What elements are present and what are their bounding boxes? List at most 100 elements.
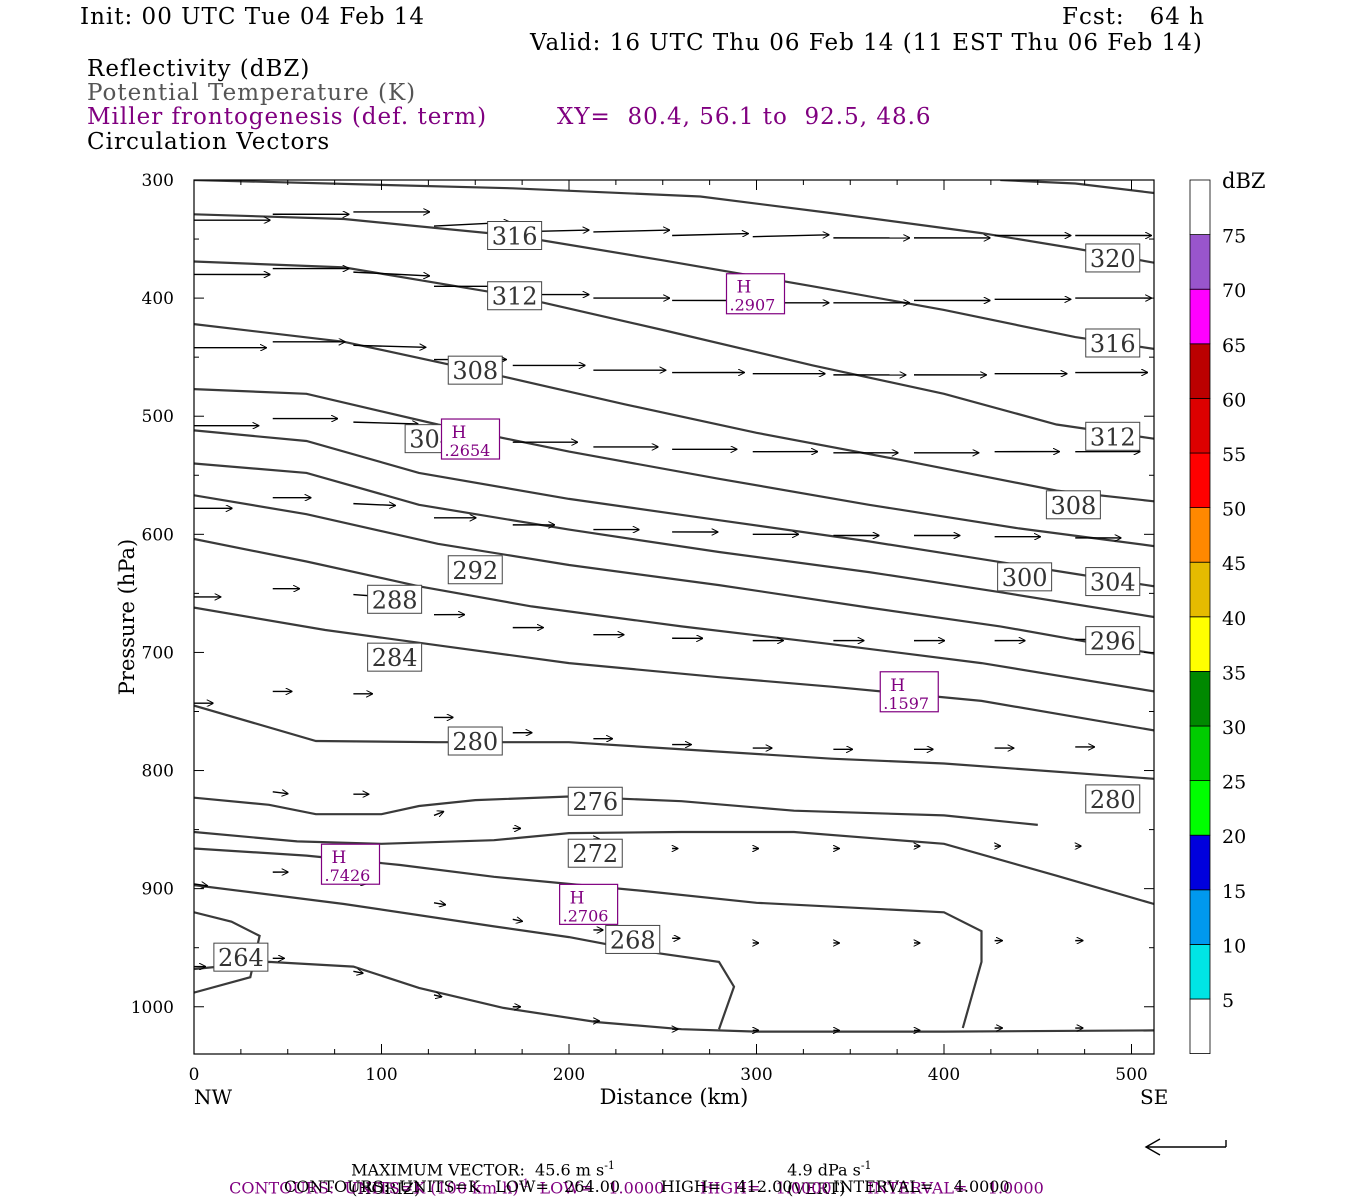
contour-label: 264 xyxy=(218,944,264,972)
contours-theta-info: CONTOURS: UNITS=K LOW= 264.00 HIGH= 412.… xyxy=(284,1177,1010,1196)
contour-label: 316 xyxy=(492,223,538,251)
contour-label: 280 xyxy=(452,728,498,756)
contour-label-box xyxy=(1085,784,1141,814)
contour-label-box xyxy=(1085,328,1141,358)
contours-frontogenesis-info: CONTOURS: UNITS=K (100 km h)-1 LOW= 1.00… xyxy=(219,1158,1044,1197)
y-tick-label: 700 xyxy=(142,643,174,663)
frontogenesis-max-value: .2654 xyxy=(445,441,491,460)
isentrope-312 xyxy=(194,260,1154,440)
init-time: Init: 00 UTC Tue 04 Feb 14 xyxy=(80,4,426,30)
contour-label-box xyxy=(213,942,269,972)
x-axis-label: Distance (km) xyxy=(600,1085,749,1109)
circulation-vector xyxy=(593,230,669,232)
colorbar-swatch xyxy=(1189,780,1211,836)
contour-label-box xyxy=(1085,243,1141,273)
circulation-vector xyxy=(272,792,288,794)
max-vector-vert-tag: (VERT) xyxy=(787,1179,846,1199)
x-tick-label: 300 xyxy=(740,1065,772,1085)
isentrope-264 xyxy=(194,911,261,994)
contour-label: 292 xyxy=(452,557,498,585)
circulation-vector xyxy=(672,234,748,236)
contour-label-box xyxy=(1085,421,1141,451)
frontogenesis-max-value: .1597 xyxy=(883,694,929,713)
frontogenesis-max-value: .7426 xyxy=(325,866,371,885)
colorbar-level-label: 65 xyxy=(1222,335,1246,357)
colorbar-swatch xyxy=(1189,561,1211,618)
isentrope-264 xyxy=(194,960,1154,1033)
colorbar-level-label: 55 xyxy=(1222,444,1246,466)
isentrope-272 xyxy=(194,847,983,1029)
contour-label-box xyxy=(997,562,1053,592)
frontogenesis-max-letter: H xyxy=(570,888,585,908)
contour-label: 312 xyxy=(1090,423,1136,451)
y-tick-label: 400 xyxy=(142,289,174,309)
colorbar-swatch xyxy=(1189,397,1211,454)
isentrope-308 xyxy=(194,323,1154,503)
colorbar-level-label: 15 xyxy=(1222,881,1246,903)
colorbar-level-label: 10 xyxy=(1222,935,1246,957)
contour-label-box xyxy=(447,555,503,585)
y-tick-label: 600 xyxy=(142,525,174,545)
circulation-vector xyxy=(433,995,442,997)
y-axis-label: Pressure (hPa) xyxy=(115,539,139,695)
isentrope-276 xyxy=(194,830,1154,906)
contour-label: 272 xyxy=(572,840,618,868)
circulation-vector xyxy=(353,271,429,276)
contour-label: 312 xyxy=(492,283,538,311)
circulation-vector xyxy=(433,812,444,816)
contour-label-box xyxy=(1085,567,1141,597)
frontogenesis-max-box xyxy=(559,883,619,925)
colorbar-swatch xyxy=(1189,507,1211,563)
contours-frontogenesis-exp: -1 xyxy=(518,1177,530,1190)
isentrope-304 xyxy=(194,388,1154,548)
x-tick-label: 200 xyxy=(553,1065,585,1085)
frontogenesis-max-letter: H xyxy=(332,848,347,868)
colorbar-unit: dBZ xyxy=(1222,169,1265,193)
max-vector-vert: 4.9 dPa s xyxy=(787,1160,861,1180)
max-vector-vert-line: 4.9 dPa s-1 (VERT) xyxy=(777,1140,871,1199)
frontogenesis-max-letter: H xyxy=(890,676,905,696)
contour-label: 276 xyxy=(572,788,618,816)
contour-label: 308 xyxy=(452,357,498,385)
contour-label-box xyxy=(367,584,423,614)
frontogenesis-max-value: .2907 xyxy=(730,296,776,315)
contour-label: 304 xyxy=(1090,569,1136,597)
colorbar-swatch xyxy=(1189,452,1211,508)
x-axis-right-end: SE xyxy=(1140,1085,1168,1109)
contour-label: 320 xyxy=(1090,245,1136,273)
contour-label-box xyxy=(605,924,661,954)
max-vector-horiz-tag: (HORIZ) xyxy=(351,1179,421,1199)
valid-time: Valid: 16 UTC Thu 06 Feb 14 (11 EST Thu … xyxy=(530,30,1203,56)
isentrope-268 xyxy=(194,884,736,1030)
contour-label: 268 xyxy=(610,926,656,954)
isentrope-292 xyxy=(194,494,1154,655)
colorbar-level-label: 45 xyxy=(1222,553,1246,575)
colorbar-level-label: 40 xyxy=(1222,608,1246,630)
circulation-vector xyxy=(353,422,418,424)
colorbar-swatch xyxy=(1189,834,1211,891)
circulation-vector xyxy=(353,504,395,506)
isentrope-280 xyxy=(194,704,1154,780)
y-tick-label: 800 xyxy=(142,762,174,782)
frontogenesis-max-value: .2706 xyxy=(563,906,609,925)
x-axis-left-end: NW xyxy=(194,1085,233,1109)
contour-label-box xyxy=(447,355,503,385)
plot-frame xyxy=(193,179,1155,1055)
contour-label-box xyxy=(487,221,543,251)
colorbar-swatch xyxy=(1189,998,1211,1054)
contour-label-box xyxy=(567,838,623,868)
contour-label: 300 xyxy=(1002,564,1048,592)
isentrope-300 xyxy=(194,429,1154,588)
x-tick-label: 500 xyxy=(1115,1065,1147,1085)
field-circulation-vectors: Circulation Vectors xyxy=(87,129,331,155)
colorbar-level-label: 5 xyxy=(1222,990,1234,1012)
isentrope-284 xyxy=(194,606,1154,732)
colorbar-swatch xyxy=(1189,889,1211,945)
y-tick-label: 500 xyxy=(142,407,174,427)
frontogenesis-max-letter: H xyxy=(452,423,467,443)
colorbar-swatch xyxy=(1189,343,1211,399)
contour-label-box xyxy=(1085,626,1141,656)
x-tick-label: 100 xyxy=(365,1065,397,1085)
contour-label-box xyxy=(567,786,623,816)
